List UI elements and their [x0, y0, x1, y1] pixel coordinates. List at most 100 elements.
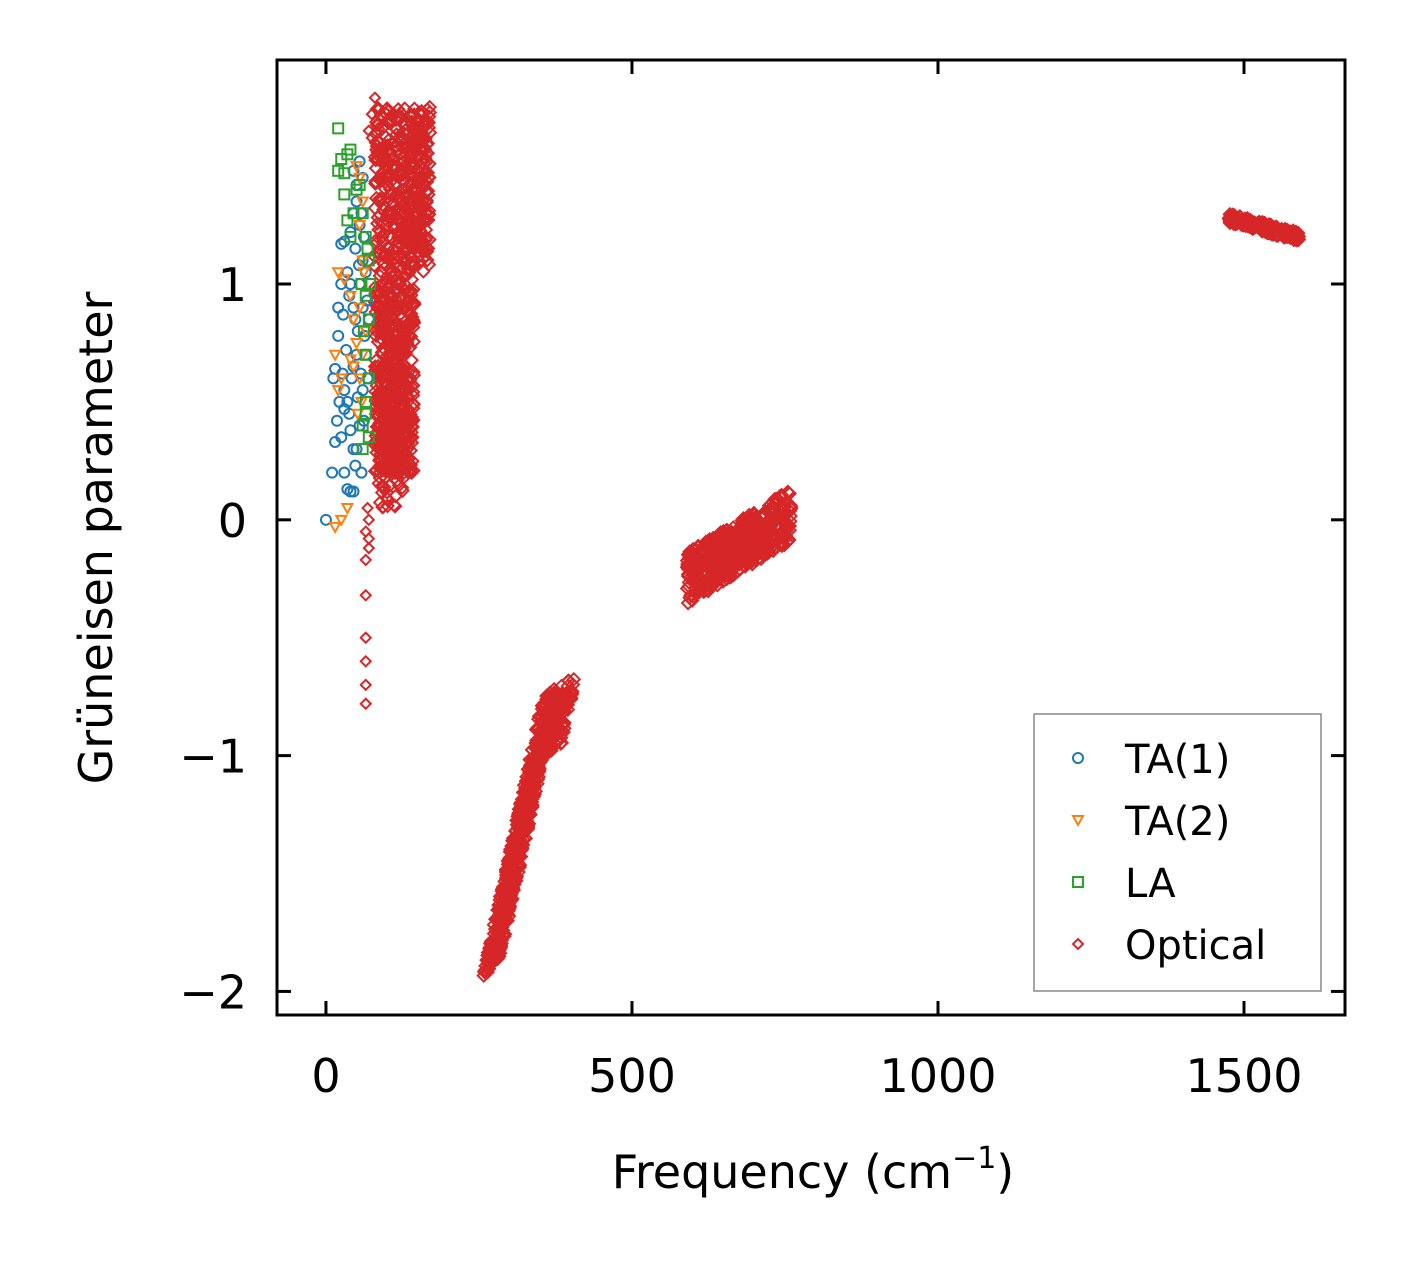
ta2-point [355, 255, 370, 268]
optical-point [556, 700, 571, 715]
optical-point [373, 371, 389, 387]
ta1-point [347, 485, 360, 498]
ta1-point [335, 237, 348, 250]
ta2-point [331, 385, 345, 398]
la-point [356, 207, 369, 220]
optical-point [396, 147, 412, 163]
optical-point [401, 210, 417, 226]
optical-point [368, 160, 384, 176]
la-point [361, 242, 374, 255]
optical-point [379, 484, 395, 500]
optical-point [696, 555, 712, 571]
optical-point [770, 492, 786, 508]
optical-point [534, 739, 550, 755]
optical-point [382, 205, 398, 221]
optical-point [702, 532, 717, 547]
la-point [359, 348, 372, 361]
optical-point [388, 361, 404, 376]
optical-point [521, 765, 537, 781]
optical-point [377, 248, 393, 264]
optical-point [554, 735, 570, 751]
optical-point [720, 564, 735, 579]
optical-point [760, 545, 776, 561]
optical-point [1242, 213, 1258, 228]
optical-point [417, 205, 433, 221]
optical-point [398, 345, 414, 361]
ta2-point [328, 521, 342, 534]
optical-point [368, 174, 383, 189]
optical-point [393, 289, 409, 305]
optical-point [379, 177, 395, 193]
optical-point [384, 151, 400, 167]
optical-point [392, 413, 408, 429]
legend-label-ta1: TA(1) [1124, 737, 1230, 783]
ta2-point [352, 172, 367, 185]
optical-point [372, 440, 388, 456]
optical-point [372, 392, 388, 407]
optical-point [383, 339, 399, 354]
plot-frame [275, 58, 1347, 1017]
ta1-point [355, 466, 368, 479]
optical-point [696, 579, 711, 595]
legend-markers [1071, 752, 1085, 951]
optical-point [372, 495, 388, 510]
la-point [356, 443, 369, 456]
optical-point [359, 678, 373, 692]
ta1-point [332, 329, 345, 342]
la-point [332, 122, 345, 135]
optical-point [698, 579, 713, 595]
optical-point [477, 964, 492, 980]
la-point [362, 254, 375, 267]
optical-point [1291, 228, 1307, 244]
optical-point [495, 898, 511, 914]
optical-point [556, 720, 572, 736]
legend-marker-la [1072, 876, 1084, 888]
optical-point [398, 300, 413, 316]
ta1-point [344, 424, 357, 437]
la-point [362, 372, 375, 385]
x-tick-label: 1500 [1185, 1049, 1302, 1103]
optical-point [404, 315, 420, 331]
optical-point [405, 137, 420, 153]
ta1-point [349, 242, 362, 255]
optical-point [508, 823, 523, 839]
ta2-point [355, 196, 370, 209]
optical-point [399, 227, 415, 243]
optical-point [501, 863, 517, 879]
optical-point [368, 136, 382, 149]
optical-point [383, 458, 398, 474]
ta1-point [341, 483, 354, 496]
optical-point [382, 181, 398, 197]
x-axis-title-suffix: ) [996, 1145, 1014, 1199]
optical-point [692, 554, 708, 570]
optical-point [399, 304, 415, 320]
ta1-point [335, 431, 348, 444]
y-tick-label: −1 [179, 730, 247, 784]
optical-point [389, 473, 405, 488]
optical-point [719, 571, 735, 587]
optical-point [707, 569, 723, 585]
optical-point [566, 671, 582, 687]
optical-point [372, 191, 388, 207]
optical-point [420, 145, 436, 161]
optical-point [359, 588, 373, 602]
optical-point [386, 241, 402, 257]
optical-point [372, 470, 388, 486]
optical-point [388, 273, 403, 289]
optical-point [782, 503, 798, 519]
x-axis-title: Frequency (cm−1) [612, 1141, 1015, 1199]
ta2-point [328, 349, 342, 362]
optical-point [730, 563, 745, 579]
optical-point [388, 250, 404, 266]
optical-point [530, 722, 545, 738]
optical-point [732, 520, 747, 535]
optical-point [375, 197, 390, 213]
optical-point [525, 799, 540, 815]
legend-label-ta2: TA(2) [1124, 799, 1230, 845]
optical-point [397, 256, 412, 272]
optical-point [371, 193, 387, 209]
optical-point [368, 232, 384, 248]
optical-point [705, 544, 720, 560]
optical-point [763, 496, 778, 512]
ta1-point [330, 414, 343, 427]
